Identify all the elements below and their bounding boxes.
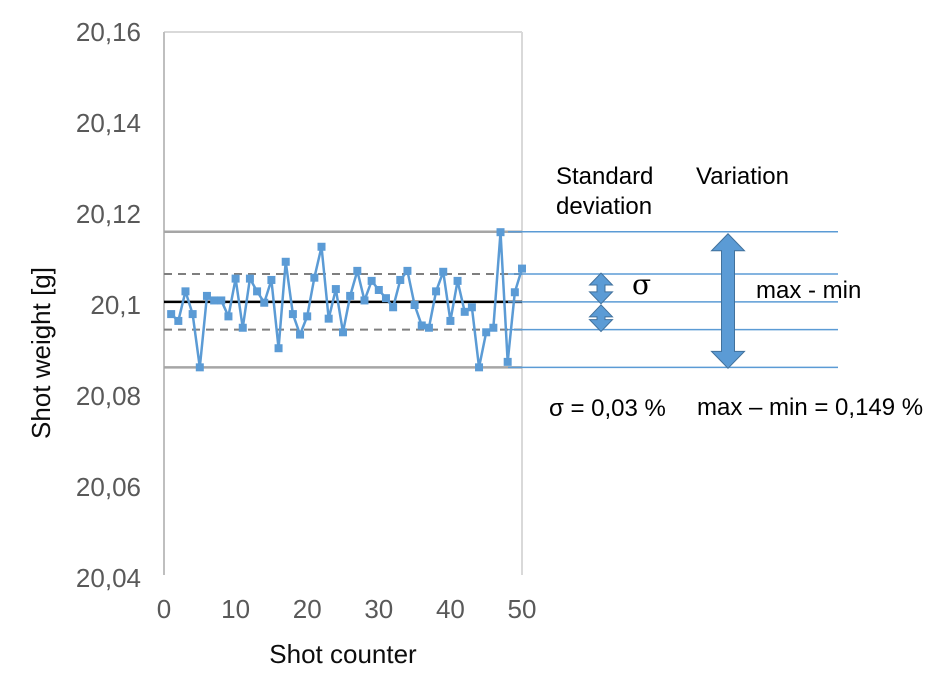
data-point-marker bbox=[303, 312, 312, 321]
data-point-marker bbox=[410, 301, 419, 309]
data-point-marker bbox=[381, 294, 390, 303]
data-point-marker bbox=[367, 276, 376, 285]
data-point-marker bbox=[331, 285, 340, 294]
max-min-label: max - min bbox=[756, 277, 862, 304]
variation-label: Variation bbox=[696, 163, 789, 190]
data-point-marker bbox=[467, 303, 476, 312]
data-point-marker bbox=[188, 310, 197, 319]
y-axis-tick-label: 20,14 bbox=[76, 108, 141, 138]
data-point-marker bbox=[238, 323, 247, 332]
x-axis-tick-label: 10 bbox=[221, 594, 250, 624]
data-point-marker bbox=[453, 276, 462, 285]
data-point-marker bbox=[210, 296, 219, 305]
data-point-marker bbox=[496, 228, 505, 237]
data-point-marker bbox=[374, 285, 383, 294]
data-point-marker bbox=[274, 344, 283, 353]
data-point-marker bbox=[346, 291, 355, 300]
sigma-value-label: σ = 0,03 % bbox=[549, 395, 666, 422]
data-point-marker bbox=[475, 363, 484, 372]
data-point-marker bbox=[245, 274, 254, 283]
variation-arrow bbox=[710, 233, 746, 370]
data-point-marker bbox=[217, 296, 226, 305]
data-point-marker bbox=[296, 330, 305, 339]
x-axis-tick-label: 50 bbox=[508, 594, 537, 624]
series-line bbox=[170, 230, 524, 369]
y-axis-tick-label: 20,08 bbox=[76, 381, 141, 411]
max-min-value-label: max – min = 0,149 % bbox=[697, 394, 924, 421]
data-point-marker bbox=[432, 287, 441, 296]
data-point-marker bbox=[460, 307, 469, 316]
data-point-marker bbox=[202, 291, 211, 300]
data-point-marker bbox=[281, 257, 290, 266]
y-axis-tick-label: 20,06 bbox=[76, 472, 141, 502]
y-axis-tick-label: 20,1 bbox=[90, 290, 141, 320]
data-point-marker bbox=[424, 323, 433, 332]
data-point-marker bbox=[317, 242, 326, 251]
sigma-symbol-label: σ bbox=[632, 268, 652, 301]
data-point-marker bbox=[489, 323, 498, 332]
data-point-marker bbox=[389, 303, 398, 312]
data-point-marker bbox=[310, 273, 319, 282]
data-point-marker bbox=[267, 275, 276, 284]
y-axis-tick-label: 20,04 bbox=[76, 563, 141, 593]
y-axis-tick-label: 20,16 bbox=[76, 17, 141, 47]
data-point-marker bbox=[396, 275, 405, 284]
data-point-marker bbox=[417, 321, 426, 330]
data-point-marker bbox=[403, 266, 412, 275]
x-axis-tick-label: 0 bbox=[157, 594, 171, 624]
standard-deviation-label: Standard deviation bbox=[556, 163, 654, 220]
x-axis-title: Shot counter bbox=[269, 639, 417, 669]
data-point-marker bbox=[503, 357, 512, 366]
data-point-marker bbox=[446, 316, 455, 325]
data-point-marker bbox=[518, 264, 526, 273]
data-point-marker bbox=[253, 287, 262, 296]
data-point-marker bbox=[195, 363, 204, 372]
data-point-marker bbox=[510, 288, 519, 297]
data-point-marker bbox=[181, 287, 190, 296]
data-point-marker bbox=[360, 296, 369, 305]
data-point-marker bbox=[324, 314, 333, 323]
x-axis-tick-label: 20 bbox=[293, 594, 322, 624]
sigma-arrow-upper bbox=[588, 272, 614, 305]
data-point-marker bbox=[482, 328, 491, 337]
data-point-marker bbox=[339, 328, 347, 337]
data-point-marker bbox=[167, 310, 176, 319]
y-axis-tick-label: 20,12 bbox=[76, 199, 141, 229]
data-point-marker bbox=[231, 274, 240, 283]
data-point-marker bbox=[439, 267, 448, 276]
data-point-marker bbox=[174, 316, 183, 325]
data-point-marker bbox=[260, 298, 269, 307]
y-axis-title: Shot weight [g] bbox=[26, 267, 56, 439]
x-axis-tick-label: 40 bbox=[436, 594, 465, 624]
x-axis-tick-label: 30 bbox=[364, 594, 393, 624]
data-point-marker bbox=[353, 266, 362, 275]
data-point-marker bbox=[224, 312, 233, 321]
data-point-marker bbox=[288, 310, 297, 319]
sigma-arrow-lower bbox=[588, 304, 614, 333]
